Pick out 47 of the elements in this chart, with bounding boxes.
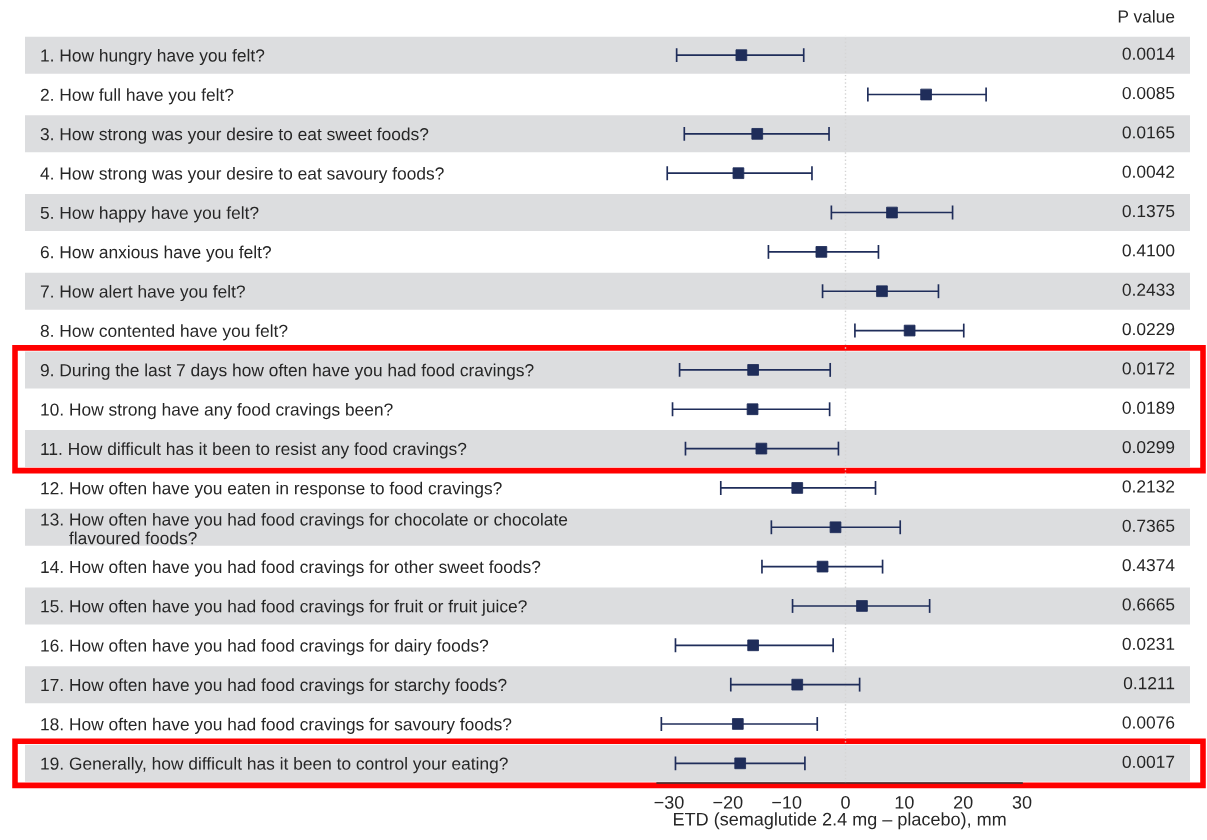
y-tick-label: 10. How strong have any food cravings been?: [41, 402, 393, 420]
y-tick-label: 7. How alert have you felt?: [40, 284, 245, 302]
text: 0.0231: [1122, 637, 1175, 650]
y-tick-label: 9. During the last 7 days how often have you had food cravings?: [40, 363, 534, 380]
text: P value: [1118, 9, 1175, 23]
text: 0.4374: [1122, 558, 1175, 572]
text: 0.2433: [1122, 283, 1175, 296]
y-tick-label: 18. How often have you had food cravings for savoury foods?: [41, 717, 512, 734]
text: 0.7365: [1122, 519, 1175, 532]
y-tick-label: 15. How often have you had food cravings for fruit or fruit juice?: [41, 599, 527, 616]
text: 0.6665: [1122, 598, 1175, 611]
y-tick-label: 16. How often have you had food cravings for dairy foods?: [41, 639, 489, 656]
y-tick-label: 1. How hungry have you felt?: [41, 48, 265, 66]
text: 0.0042: [1122, 165, 1175, 178]
y-tick-label: 6. How anxious have you felt?: [40, 245, 271, 262]
y-tick-label: 11. How difficult has it been to resist any food cravings?: [41, 442, 467, 459]
y-tick-label: 5. How happy have you felt?: [40, 206, 259, 223]
text: 0.1211: [1123, 677, 1175, 690]
x-tick-label: 0: [841, 795, 850, 809]
y-tick-label: 13. How often have you had food cravings for chocolate or chocolate flavoured foods?: [41, 512, 568, 545]
text: 0.0076: [1122, 716, 1175, 729]
y-tick-label: 19. Generally, how difficult has it been to control your eating?: [41, 757, 508, 774]
x-tick-label: 30: [1012, 795, 1032, 809]
x-tick-label: 10: [895, 795, 914, 809]
y-tick-label: 12. How often have you eaten in response to food cravings?: [41, 481, 502, 498]
x-axis-title: ETD (semaglutide 2.4 mg – placebo), mm: [674, 812, 1006, 830]
y-tick-label: 17. How often have you had food cravings for starchy foods?: [41, 678, 507, 695]
text: 0.0172: [1122, 362, 1175, 375]
text: 0.0299: [1122, 440, 1175, 454]
y-tick-label: 3. How strong was your desire to eat sweet foods?: [40, 127, 429, 144]
y-tick-label: 4. How strong was your desire to eat savoury foods?: [40, 166, 444, 184]
text: 0.0229: [1122, 322, 1175, 336]
x-tick-label: −20: [713, 795, 743, 809]
text: 0.2132: [1122, 480, 1175, 493]
text: 0.0017: [1122, 755, 1175, 768]
x-tick-label: −30: [654, 795, 684, 809]
text: 0.0014: [1122, 47, 1175, 60]
y-tick-label: 2. How full have you felt?: [40, 88, 234, 105]
y-tick-label: 8. How contented have you felt?: [40, 324, 288, 341]
x-tick-label: −10: [772, 795, 802, 809]
text: 0.0165: [1122, 126, 1175, 139]
text: 0.1375: [1122, 204, 1175, 218]
x-tick-label: 20: [954, 795, 973, 809]
text: 0.0085: [1122, 86, 1175, 100]
text: 0.0189: [1122, 401, 1175, 414]
text: 0.4100: [1122, 244, 1175, 257]
y-tick-label: 14. How often have you had food cravings for other sweet foods?: [41, 560, 541, 577]
